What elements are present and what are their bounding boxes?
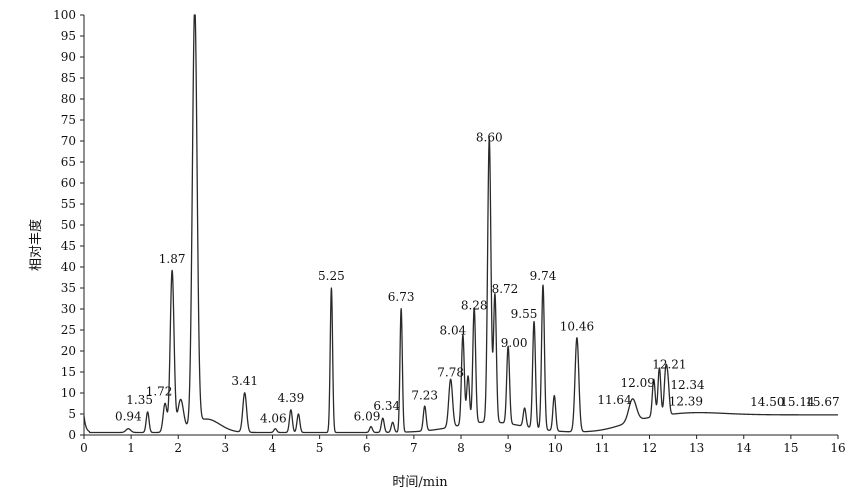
y-tick-label: 25	[61, 323, 76, 337]
peak-label: 8.28	[461, 298, 488, 312]
x-tick-label: 2	[174, 441, 182, 455]
peak-label: 4.39	[278, 391, 305, 405]
x-tick-label: 14	[736, 441, 752, 455]
y-tick-label: 85	[61, 71, 76, 85]
peak-label: 8.04	[440, 324, 467, 338]
y-tick-label: 95	[61, 29, 76, 43]
y-tick-label: 100	[53, 8, 76, 22]
y-axis: 0 5 10 15 20 25 30 35 40 45 50 55 60 65 70 75 80 85 90 95 10…	[53, 8, 85, 442]
y-tick-label: 20	[61, 344, 76, 358]
y-tick-label: 80	[61, 92, 76, 106]
peak-label: 12.34	[670, 378, 705, 392]
x-tick-label: 7	[410, 441, 418, 455]
peak-label: 15.67	[805, 395, 839, 409]
peak-label: 7.78	[437, 366, 464, 380]
peak-labels: 0.94 1.351.72 1.87 3.41 4.06 4.39 5.25 6.096.34…	[115, 130, 840, 425]
x-tick-label: 12	[642, 441, 657, 455]
peak-label: 9.74	[530, 269, 557, 283]
x-tick-label: 10	[548, 441, 563, 455]
x-tick-label: 15	[783, 441, 798, 455]
y-tick-label: 10	[61, 386, 76, 400]
peak-label: 12.21	[652, 358, 686, 372]
peak-label: 1.35	[126, 393, 153, 407]
y-tick-label: 5	[68, 407, 76, 421]
plot-area	[83, 14, 839, 434]
x-tick-label: 8	[457, 441, 465, 455]
peak-label: 6.09	[354, 410, 381, 424]
y-tick-label: 65	[61, 155, 76, 169]
peak-label: 6.73	[388, 290, 415, 304]
x-tick-label: 13	[689, 441, 704, 455]
peak-label: 6.34	[373, 399, 400, 413]
peak-label: 14.50	[750, 395, 784, 409]
peak-label: 4.06	[260, 412, 287, 426]
peak-label: 10.46	[560, 319, 594, 333]
y-tick-label: 0	[68, 428, 76, 442]
y-tick-label: 40	[61, 260, 76, 274]
peak-label: 8.72	[492, 282, 519, 296]
x-axis-label: 时间/min	[392, 475, 448, 490]
y-tick-label: 30	[61, 302, 76, 316]
x-tick-label: 5	[316, 441, 324, 455]
x-tick-label: 6	[363, 441, 371, 455]
x-tick-label: 4	[269, 441, 277, 455]
peak-label: 12.09	[621, 376, 655, 390]
peak-label: 15.14	[780, 395, 815, 409]
y-tick-label: 50	[61, 218, 76, 232]
x-tick-label: 3	[222, 441, 230, 455]
x-tick-label: 11	[595, 441, 610, 455]
peak-label: 0.94	[115, 410, 142, 424]
y-tick-label: 90	[61, 50, 76, 64]
y-tick-label: 60	[61, 176, 76, 190]
y-tick-label: 15	[61, 365, 76, 379]
y-tick-label: 75	[61, 113, 76, 127]
y-tick-label: 55	[61, 197, 76, 211]
peak-label: 11.64	[597, 393, 632, 407]
peak-label: 5.25	[318, 269, 345, 283]
peak-label: 9.00	[501, 336, 528, 350]
y-axis-label: 相对丰度	[28, 219, 44, 271]
x-tick-label: 1	[127, 441, 135, 455]
peak-label: 12.39	[669, 394, 703, 408]
x-tick-label: 9	[504, 441, 512, 455]
y-tick-label: 35	[61, 281, 76, 295]
x-tick-label: 16	[830, 441, 845, 455]
x-axis: 0 1 2 3 4 5 6 7 8 9 10 11 12 13 14 15 16	[80, 434, 846, 455]
y-tick-label: 70	[61, 134, 76, 148]
peak-label: 1.87	[159, 252, 186, 266]
peak-label: 3.41	[231, 374, 258, 388]
x-tick-label: 0	[80, 441, 88, 455]
peak-label: 7.23	[411, 389, 438, 403]
peak-label: 8.60	[476, 130, 503, 144]
peak-label: 9.55	[511, 307, 538, 321]
y-tick-label: 45	[61, 239, 76, 253]
peak-label: 1.72	[146, 385, 173, 399]
chromatogram-trace	[83, 14, 839, 434]
